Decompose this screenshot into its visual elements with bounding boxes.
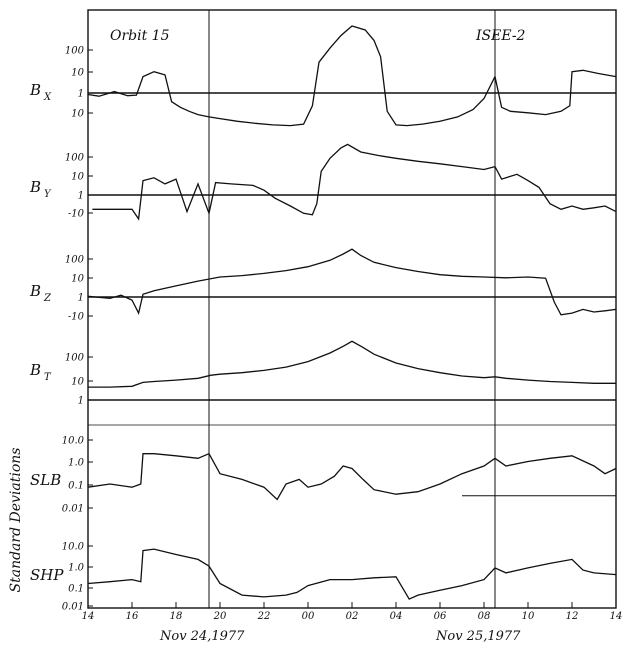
x-tick-label-5: 00 — [302, 611, 315, 622]
y-tick-label-bx-0: 100 — [65, 46, 85, 57]
series-line-bt-0 — [88, 340, 616, 388]
panel-subscript-bz: Z — [43, 293, 52, 304]
x-tick-label-0: 14 — [82, 611, 95, 622]
y-tick-label-slb-0: 10.0 — [62, 436, 85, 447]
y-tick-label-by-2: 1 — [78, 191, 84, 202]
x-tick-label-1: 16 — [126, 611, 139, 622]
x-tick-label-2: 18 — [170, 611, 183, 622]
date-label-nov-25: Nov 25,1977 — [435, 629, 521, 644]
panel-bt: B T 100 10 1 — [29, 340, 616, 407]
panel-label-bx: B — [29, 81, 41, 99]
y-tick-label-by-1: 10 — [71, 172, 84, 183]
y-tick-label-bt-1: 10 — [71, 377, 84, 388]
y-tick-label-shp-1: 1.0 — [68, 563, 85, 574]
x-tick-label-4: 22 — [257, 611, 271, 622]
panel-bx: B X 100 10 1 10 — [29, 25, 617, 127]
x-tick-label-12: 14 — [610, 611, 623, 622]
panel-subscript-by: Y — [44, 189, 52, 200]
y-tick-label-slb-3: 0.01 — [62, 504, 84, 515]
x-tick-label-6: 02 — [346, 611, 359, 622]
x-axis-ticks-layer: 14 16 18 20 22 00 02 04 06 08 10 12 14 — [82, 602, 623, 622]
x-tick-label-10: 10 — [522, 611, 535, 622]
y-tick-label-bz-1: 10 — [71, 274, 84, 285]
y-tick-label-slb-1: 1.0 — [68, 458, 85, 469]
panel-bz: B Z 100 10 1 -10 — [29, 248, 617, 323]
y-tick-label-slb-2: 0.1 — [68, 481, 84, 492]
date-label-nov-24: Nov 24,1977 — [159, 629, 245, 644]
y-tick-label-shp-3: 0.01 — [62, 602, 84, 613]
panel-label-slb: SLB — [30, 471, 61, 489]
spacecraft-label: ISEE-2 — [475, 28, 526, 44]
panel-by: B Y 100 10 1 -10 — [29, 143, 617, 221]
x-tick-label-9: 08 — [478, 611, 491, 622]
panel-label-by: B — [29, 178, 41, 196]
y-tick-label-bx-2: 1 — [78, 89, 84, 100]
panel-label-bt: B — [29, 361, 41, 379]
y-tick-label-shp-0: 10.0 — [62, 542, 85, 553]
panel-slb: SLB 10.0 1.0 0.1 0.01 — [30, 436, 617, 515]
panel-label-shp: SHP — [30, 566, 64, 584]
panel-subscript-bx: X — [43, 92, 52, 103]
y-tick-label-bt-0: 100 — [65, 353, 85, 364]
y-tick-label-bz-2: 1 — [78, 293, 84, 304]
standard-deviations-label: Standard Deviations — [8, 448, 24, 593]
y-tick-label-by-0: 100 — [65, 153, 85, 164]
y-tick-label-bx-3: 10 — [71, 109, 84, 120]
reference-lines-layer — [208, 10, 496, 608]
y-tick-label-bz-3: -10 — [68, 312, 85, 323]
series-line-shp-0 — [87, 548, 617, 600]
series-line-bz-0 — [87, 248, 617, 316]
series-line-bx-0 — [87, 25, 617, 127]
panel-subscript-bt: T — [44, 372, 52, 383]
series-line-by-0 — [92, 143, 617, 221]
x-tick-label-8: 06 — [434, 611, 447, 622]
y-tick-label-bx-1: 10 — [71, 68, 84, 79]
x-tick-label-3: 20 — [213, 611, 227, 622]
y-tick-label-bz-0: 100 — [65, 255, 85, 266]
panel-label-bz: B — [29, 282, 41, 300]
series-line-slb-0 — [87, 452, 617, 501]
y-tick-label-bt-2: 1 — [78, 396, 84, 407]
y-tick-label-by-3: -10 — [68, 209, 85, 220]
x-tick-label-11: 12 — [566, 611, 579, 622]
panel-shp: SHP 10.0 1.0 0.1 0.01 — [30, 542, 617, 613]
x-tick-label-7: 04 — [390, 611, 403, 622]
y-tick-label-shp-2: 0.1 — [68, 584, 84, 595]
orbit-label: Orbit 15 — [110, 28, 170, 44]
plot-frame — [87, 9, 617, 609]
